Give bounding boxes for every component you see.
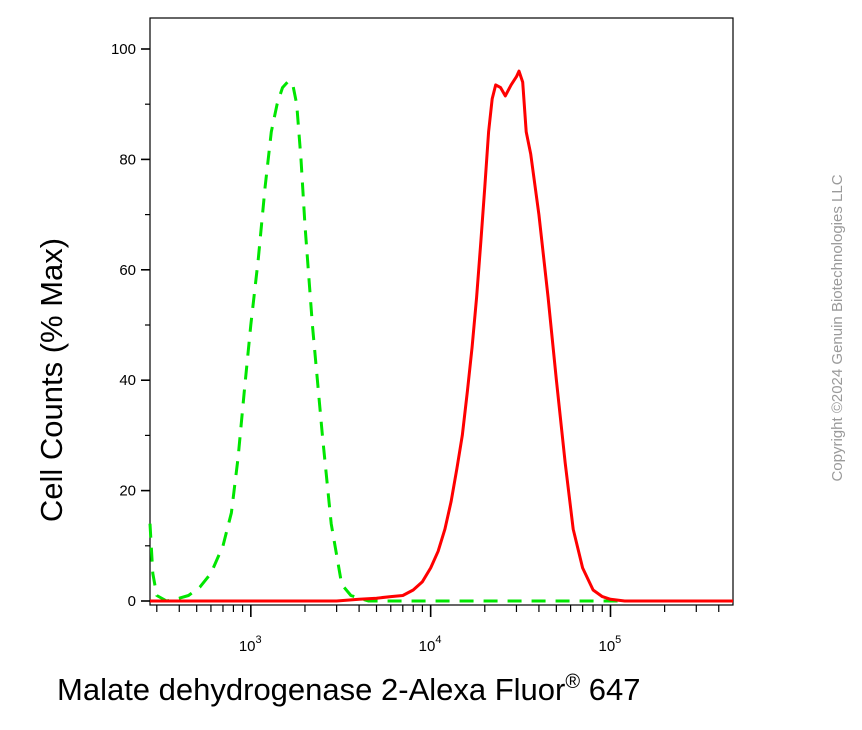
y-tick-label: 40: [119, 372, 136, 389]
x-tick-base: 10: [598, 638, 615, 655]
plot-frame: [149, 17, 734, 606]
x-tick-label: 103: [239, 634, 262, 655]
y-axis-title: Cell Counts (% Max): [34, 238, 69, 522]
x-axis: 103 104 105: [156, 605, 720, 655]
x-tick-base: 10: [239, 638, 256, 655]
x-tick-label: 105: [598, 634, 621, 655]
y-axis: 0 20 40 60 80 100: [111, 41, 150, 610]
x-axis-title: Malate dehydrogenase 2-Alexa Fluor® 647: [57, 671, 640, 707]
copyright-watermark: Copyright ©2024 Genuin Biotechnologies L…: [829, 174, 846, 481]
x-tick-label: 104: [419, 634, 442, 655]
y-tick-label: 80: [119, 151, 136, 168]
x-axis-title-suffix: 647: [580, 672, 640, 707]
series-line-1: [150, 69, 733, 603]
x-tick-exponent: 3: [256, 634, 262, 646]
x-axis-title-main: Malate dehydrogenase 2-Alexa Fluor: [57, 672, 565, 707]
x-tick-base: 10: [419, 638, 436, 655]
series-group: [148, 69, 733, 603]
y-tick-label: 0: [128, 593, 136, 610]
y-tick-label: 100: [111, 41, 136, 58]
x-tick-exponent: 5: [615, 634, 621, 646]
y-tick-label: 20: [119, 483, 136, 500]
y-tick-label: 60: [119, 262, 136, 279]
x-tick-exponent: 4: [435, 634, 441, 646]
x-axis-title-registered: ®: [565, 671, 580, 693]
series-line-0: [148, 80, 733, 603]
